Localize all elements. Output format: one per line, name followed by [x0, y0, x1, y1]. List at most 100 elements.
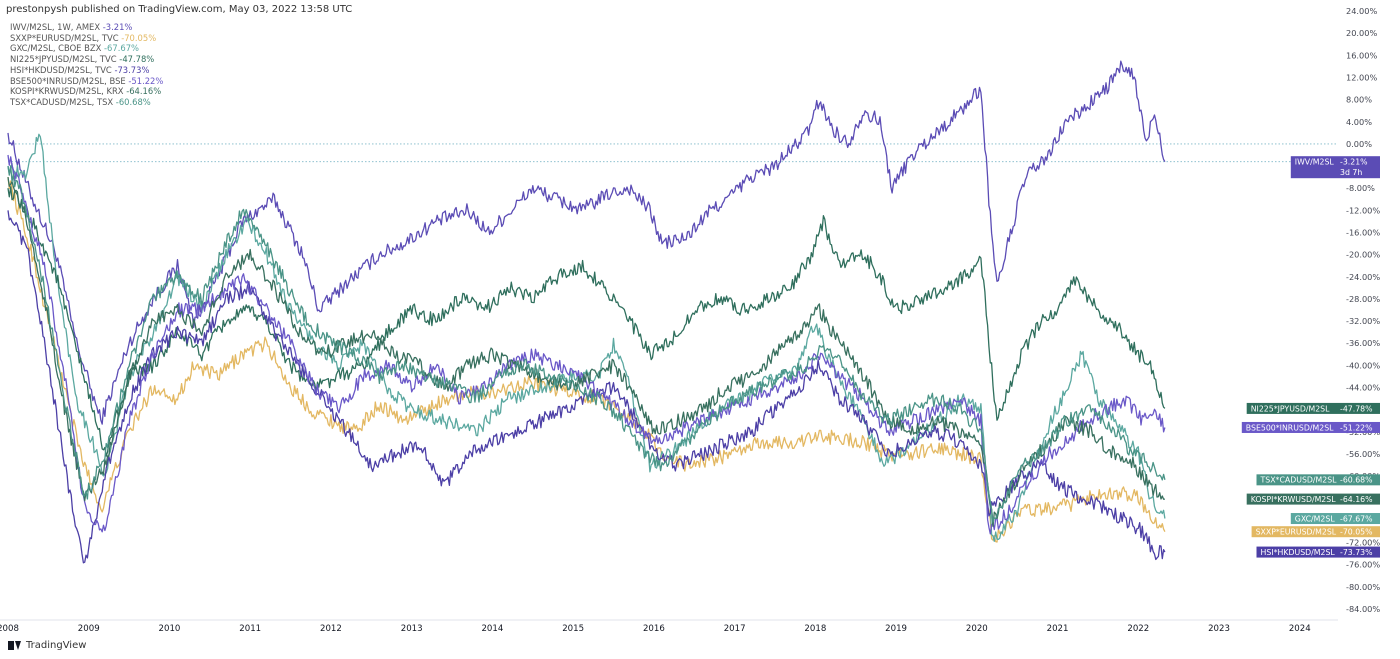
x-tick-label: 2017 — [724, 624, 746, 634]
y-tick-label: -56.00% — [1346, 449, 1380, 459]
y-tick-label: -76.00% — [1346, 560, 1380, 570]
countdown-label: 3d 7h — [1340, 168, 1362, 177]
price-tag-value: -67.67% — [1340, 514, 1373, 523]
x-tick-label: 2015 — [562, 624, 584, 634]
x-tick-label: 2010 — [159, 624, 181, 634]
price-tag-name: SXXP*EURUSD/M2SL — [1256, 528, 1337, 537]
price-tag-box — [1256, 474, 1380, 486]
price-tag-name: GXC/M2SL — [1295, 514, 1336, 523]
price-tag-value: -51.22% — [1340, 423, 1373, 432]
legend-entry[interactable]: SXXP*EURUSD/M2SL, TVC -70.05% — [10, 33, 163, 44]
legend-symbol: IWV/M2SL, 1W, AMEX — [10, 22, 103, 32]
legend-entry[interactable]: IWV/M2SL, 1W, AMEX -3.21% — [10, 22, 163, 33]
y-tick-label: 4.00% — [1346, 117, 1372, 127]
y-tick-label: -36.00% — [1346, 338, 1380, 348]
legend-value: -60.68% — [115, 96, 151, 107]
price-tag-box — [1290, 156, 1380, 179]
y-tick-label: -84.00% — [1346, 604, 1380, 614]
price-tag-name: NI225*JPYUSD/M2SL — [1251, 404, 1330, 413]
tradingview-logo-icon — [8, 641, 22, 650]
legend-symbol: NI225*JPYUSD/M2SL, TVC — [10, 54, 120, 65]
y-tick-label: 0.00% — [1346, 139, 1372, 149]
y-tick-label: -40.00% — [1346, 360, 1380, 370]
y-tick-label: 8.00% — [1346, 95, 1372, 105]
legend-entry[interactable]: GXC/M2SL, CBOE BZX -67.67% — [10, 43, 163, 54]
legend-symbol: TSX*CADUSD/M2SL, TSX — [10, 96, 116, 107]
series-line[interactable] — [7, 165, 1166, 523]
price-tag: KOSPI*KRWUSD/M2SL -64.16% — [1246, 493, 1380, 505]
y-tick-label: 24.00% — [1346, 6, 1377, 16]
x-tick-label: 2024 — [1289, 624, 1311, 634]
legend-symbol: KOSPI*KRWUSD/M2SL, KRX — [10, 86, 127, 97]
legend-value: -47.78% — [119, 54, 155, 65]
legend-entry[interactable]: NI225*JPYUSD/M2SL, TVC -47.78% — [10, 54, 163, 65]
series-line[interactable] — [7, 154, 1166, 535]
y-tick-label: -28.00% — [1346, 294, 1380, 304]
price-tag-name: BSE500*INRUSD/M2SL — [1246, 423, 1334, 432]
series-line[interactable] — [7, 133, 1166, 542]
price-tag-box — [1241, 421, 1380, 433]
x-tick-label: 2011 — [239, 624, 261, 634]
y-tick-label: -16.00% — [1346, 228, 1380, 238]
price-tag-name: HSI*HKDUSD/M2SL — [1261, 548, 1336, 557]
price-tag-name: TSX*CADUSD/M2SL — [1260, 476, 1338, 485]
series-line[interactable] — [7, 177, 1165, 527]
y-tick-label: -72.00% — [1346, 538, 1380, 548]
y-tick-label: -80.00% — [1346, 582, 1380, 592]
price-tag-name: IWV/M2SL — [1295, 158, 1335, 167]
x-tick-label: 2019 — [885, 624, 907, 634]
legend-symbol: GXC/M2SL, CBOE BZX — [10, 43, 105, 54]
legend-entry[interactable]: BSE500*INRUSD/M2SL, BSE -51.22% — [10, 76, 163, 87]
x-tick-label: 2008 — [0, 624, 19, 634]
price-tag: SXXP*EURUSD/M2SL -70.05% — [1251, 526, 1380, 538]
x-tick-label: 2018 — [804, 624, 826, 634]
y-tick-label: -20.00% — [1346, 250, 1380, 260]
legend-value: -51.22% — [128, 75, 164, 86]
x-tick-label: 2022 — [1127, 624, 1149, 634]
y-tick-label: 12.00% — [1346, 73, 1377, 83]
price-tag: GXC/M2SL -67.67% — [1290, 513, 1380, 525]
legend-symbol: HSI*HKDUSD/M2SL, TVC — [10, 64, 115, 75]
price-tag: NI225*JPYUSD/M2SL -47.78% — [1246, 402, 1380, 414]
series-group — [7, 60, 1166, 564]
y-tick-label: -24.00% — [1346, 272, 1380, 282]
price-tag-box — [1290, 513, 1380, 525]
price-tag: BSE500*INRUSD/M2SL -51.22% — [1241, 421, 1380, 433]
series-line[interactable] — [7, 186, 1166, 457]
price-tag: IWV/M2SL -3.21%3d 7h — [1290, 156, 1380, 179]
legend-entry[interactable]: TSX*CADUSD/M2SL, TSX -60.68% — [10, 97, 163, 108]
legend-symbol: BSE500*INRUSD/M2SL, BSE — [10, 75, 129, 86]
price-tag-value: -73.73% — [1340, 548, 1373, 557]
publish-info: prestonpysh published on TradingView.com… — [6, 4, 353, 15]
price-tag-name: KOSPI*KRWUSD/M2SL — [1251, 495, 1337, 504]
price-tag-value: -64.16% — [1340, 495, 1373, 504]
x-axis[interactable]: 2008 2009 2010 2011 2012 2013 2014 2015 2016 2017… — [0, 624, 1311, 634]
price-tag: TSX*CADUSD/M2SL -60.68% — [1256, 474, 1380, 486]
price-tag-value: -3.21% — [1340, 158, 1368, 167]
legend-value: -70.05% — [121, 32, 157, 43]
chart-legend: IWV/M2SL, 1W, AMEX -3.21% SXXP*EURUSD/M2S… — [10, 22, 163, 108]
price-tag-box — [1251, 526, 1380, 538]
y-tick-label: -8.00% — [1346, 183, 1375, 193]
price-tag-box — [1256, 546, 1380, 558]
legend-symbol: SXXP*EURUSD/M2SL, TVC — [10, 32, 122, 43]
x-tick-label: 2016 — [643, 624, 665, 634]
brand-name: TradingView — [26, 640, 87, 651]
x-tick-label: 2012 — [320, 624, 342, 634]
legend-value: -73.73% — [114, 64, 150, 75]
y-tick-label: 20.00% — [1346, 28, 1377, 38]
legend-entry[interactable]: HSI*HKDUSD/M2SL, TVC -73.73% — [10, 65, 163, 76]
price-tag-value: -47.78% — [1340, 404, 1373, 413]
legend-entry[interactable]: KOSPI*KRWUSD/M2SL, KRX -64.16% — [10, 86, 163, 97]
price-tag-box — [1246, 402, 1380, 414]
price-tag-value: -60.68% — [1340, 476, 1373, 485]
x-tick-label: 2023 — [1208, 624, 1230, 634]
price-tag-box — [1246, 493, 1380, 505]
price-tag-value: -70.05% — [1340, 528, 1373, 537]
x-tick-label: 2009 — [78, 624, 100, 634]
price-tags: IWV/M2SL -3.21%3d 7h NI225*JPYUSD/M2SL -47.… — [1241, 156, 1380, 558]
y-tick-label: -44.00% — [1346, 383, 1380, 393]
y-tick-label: -32.00% — [1346, 316, 1380, 326]
x-tick-label: 2014 — [481, 624, 503, 634]
